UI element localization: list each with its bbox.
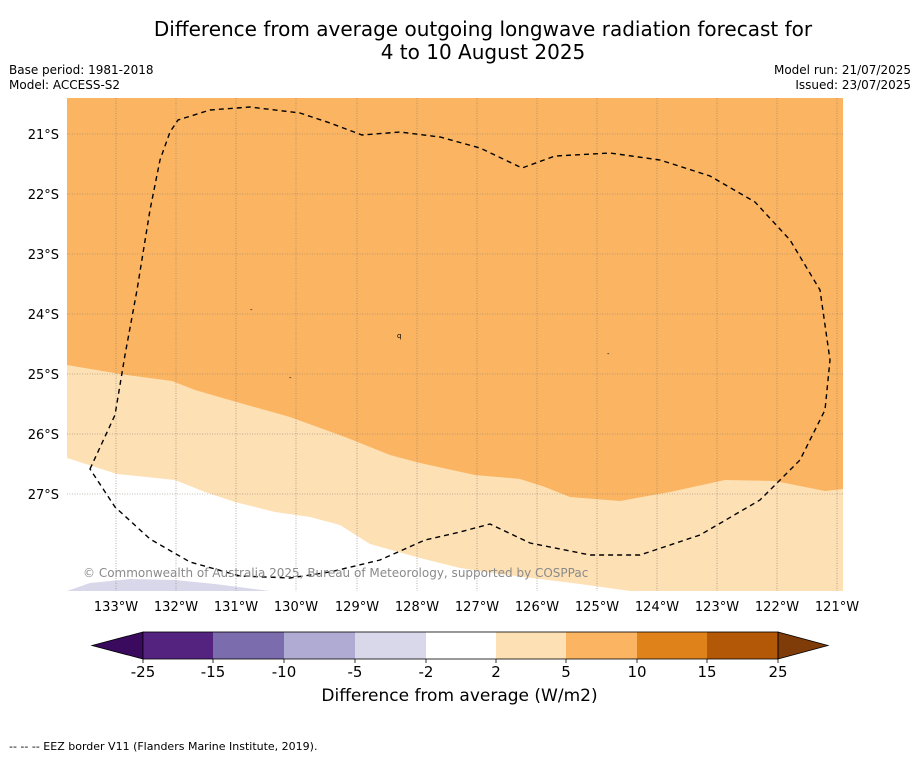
model-run: Model run: 21/07/2025	[773, 63, 911, 77]
colorbar-segment	[496, 632, 566, 659]
colorbar: -25 -15 -10 -5 -2 2 5 10 15 25	[90, 631, 830, 681]
colorbar-segment	[707, 632, 778, 659]
colorbar-extend-high	[777, 631, 830, 660]
colorbar-segment	[213, 632, 284, 659]
lon-tick-label: 126°W	[515, 600, 559, 615]
map-panel: q - - - © Commonwealth of Australia 2025…	[67, 98, 843, 591]
colorbar-tick-label: -5	[348, 663, 363, 681]
lon-tick-label: 127°W	[455, 600, 499, 615]
island-label-3: -	[289, 374, 292, 382]
lon-tick-label: 132°W	[154, 600, 198, 615]
colorbar-label: Difference from average (W/m2)	[321, 686, 598, 706]
colorbar-segment	[637, 632, 707, 659]
colorbar-segment	[355, 632, 426, 659]
colorbar-tick-label: 15	[697, 663, 716, 681]
fill-minus5-to-minus2	[67, 579, 270, 591]
lat-tick-label: 22°S	[28, 188, 59, 203]
chart-title: Difference from average outgoing longwav…	[0, 18, 919, 64]
lon-tick-label: 121°W	[815, 600, 859, 615]
colorbar-segment	[426, 632, 496, 659]
lat-tick-label: 27°S	[28, 488, 59, 503]
colorbar-tick-label: 2	[491, 663, 501, 681]
lon-tick-label: 130°W	[274, 600, 318, 615]
lon-tick-label: 123°W	[695, 600, 739, 615]
colorbar-outline	[142, 631, 779, 660]
lat-tick-label: 24°S	[28, 308, 59, 323]
map-gridlines	[67, 98, 843, 591]
island-label-4: -	[607, 350, 610, 358]
island-label-1: q	[397, 332, 401, 340]
colorbar-tick-label: -10	[272, 663, 297, 681]
lat-tick-label: 23°S	[28, 248, 59, 263]
footer-eez-note: -- -- -- EEZ border V11 (Flanders Marine…	[9, 740, 318, 753]
colorbar-tick-label: 10	[627, 663, 646, 681]
title-line-2: 4 to 10 August 2025	[380, 40, 586, 64]
colorbar-segment	[143, 632, 213, 659]
lon-tick-label: 124°W	[635, 600, 679, 615]
lat-tick-label: 25°S	[28, 368, 59, 383]
meta-left: Base period: 1981-2018 Model: ACCESS-S2	[9, 63, 154, 93]
colorbar-tick-label: -25	[131, 663, 156, 681]
issued-date: Issued: 23/07/2025	[795, 78, 911, 92]
lon-tick-label: 133°W	[94, 600, 138, 615]
colorbar-tick-label: 5	[561, 663, 571, 681]
colorbar-tick-label: -15	[201, 663, 226, 681]
lat-tick-label: 21°S	[28, 128, 59, 143]
latitude-labels: 21°S 22°S 23°S 24°S 25°S 26°S 27°S	[28, 128, 59, 503]
island-label-2: -	[250, 306, 253, 314]
model-name: Model: ACCESS-S2	[9, 78, 121, 92]
fill-minus2-to-2	[67, 458, 630, 591]
base-period: Base period: 1981-2018	[9, 63, 154, 77]
longitude-labels: 133°W 132°W 131°W 130°W 129°W 128°W 127°W 126°W…	[94, 600, 859, 615]
colorbar-segment	[284, 632, 355, 659]
lon-tick-label: 129°W	[335, 600, 379, 615]
lon-tick-label: 131°W	[214, 600, 258, 615]
title-line-1: Difference from average outgoing longwav…	[153, 17, 813, 41]
lat-tick-label: 26°S	[28, 428, 59, 443]
colorbar-tick-label: 25	[768, 663, 787, 681]
colorbar-tick-label: -2	[419, 663, 434, 681]
colorbar-segment	[566, 632, 637, 659]
copyright-text: © Commonwealth of Australia 2025, Bureau…	[83, 566, 588, 580]
lon-tick-label: 128°W	[395, 600, 439, 615]
lon-tick-label: 125°W	[575, 600, 619, 615]
eez-border	[89, 106, 831, 579]
colorbar-extend-low	[90, 631, 144, 660]
meta-right: Model run: 21/07/2025 Issued: 23/07/2025	[774, 63, 911, 93]
lon-tick-label: 122°W	[755, 600, 799, 615]
